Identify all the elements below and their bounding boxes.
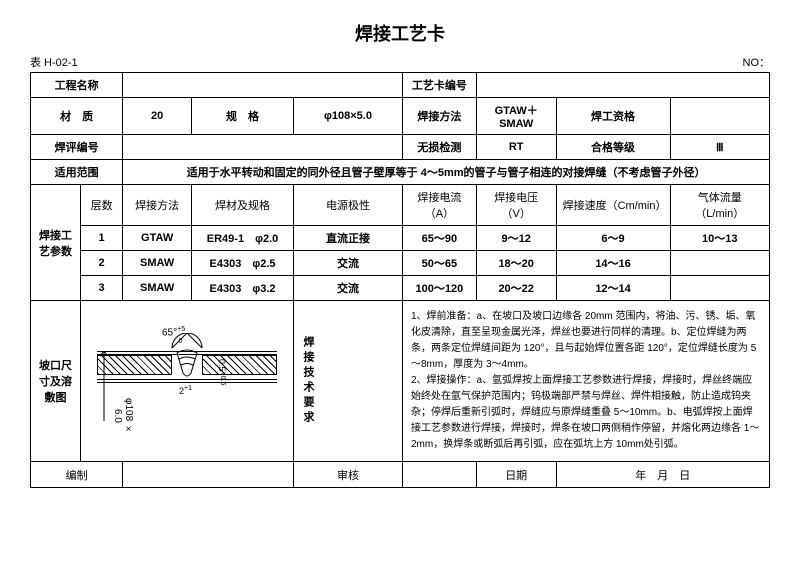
groove-diagram: 65°+50 φ108 × 6.0 2+1 0.5+0.5 xyxy=(81,301,294,462)
lbl-date: 日期 xyxy=(476,462,556,488)
table-row: 14～16 xyxy=(556,251,670,276)
table-row: 9～12 xyxy=(476,226,556,251)
lbl-params: 焊接工艺参数 xyxy=(31,185,81,301)
table-row: 10～13 xyxy=(670,226,770,251)
table-row: 2 xyxy=(81,251,123,276)
table-row: 20～22 xyxy=(476,276,556,301)
val-date: 年 月 日 xyxy=(556,462,769,488)
table-row xyxy=(670,251,770,276)
table-row: ER49-1 φ2.0 xyxy=(192,226,294,251)
h-cur: 焊接电流（A） xyxy=(403,185,477,226)
lbl-method: 焊接方法 xyxy=(403,98,477,135)
table-row: 65～90 xyxy=(403,226,477,251)
lbl-evalno: 焊评编号 xyxy=(31,135,123,160)
table-row xyxy=(670,276,770,301)
h-mat: 焊材及规格 xyxy=(192,185,294,226)
table-row: SMAW xyxy=(123,276,192,301)
lbl-qual: 焊工资格 xyxy=(556,98,670,135)
val-cardno xyxy=(476,73,769,98)
val-author xyxy=(123,462,294,488)
main-table: 工程名称 工艺卡编号 材 质 20 规 格 φ108×5.0 焊接方法 GTAW… xyxy=(30,72,770,488)
val-scope: 适用于水平转动和固定的同外径且管子壁厚等于 4～5mm的管子与管子相连的对接焊缝… xyxy=(123,160,770,185)
table-row: SMAW xyxy=(123,251,192,276)
lbl-ndt: 无损检测 xyxy=(403,135,477,160)
lbl-author: 编制 xyxy=(31,462,123,488)
table-row: 18～20 xyxy=(476,251,556,276)
doc-title: 焊接工艺卡 xyxy=(30,20,770,46)
h-layer: 层数 xyxy=(81,185,123,226)
h-vol: 焊接电压（V） xyxy=(476,185,556,226)
lbl-scope: 适用范围 xyxy=(31,160,123,185)
table-row: E4303 φ3.2 xyxy=(192,276,294,301)
val-review xyxy=(403,462,477,488)
table-code: 表 H-02-1 xyxy=(30,54,78,70)
table-row: 12～14 xyxy=(556,276,670,301)
table-row: 交流 xyxy=(294,276,403,301)
val-evalno xyxy=(123,135,403,160)
table-row: 交流 xyxy=(294,251,403,276)
doc-number: NO： xyxy=(743,54,771,70)
lbl-review: 审核 xyxy=(294,462,403,488)
val-project xyxy=(123,73,403,98)
h-method: 焊接方法 xyxy=(123,185,192,226)
lbl-spec: 规 格 xyxy=(192,98,294,135)
table-row: 50～65 xyxy=(403,251,477,276)
lbl-groove: 坡口尺寸及溶敷图 xyxy=(31,301,81,462)
table-row: 100～120 xyxy=(403,276,477,301)
h-pol: 电源极性 xyxy=(294,185,403,226)
table-row: 直流正接 xyxy=(294,226,403,251)
lbl-req: 焊接技术要求 xyxy=(300,336,316,426)
lbl-project: 工程名称 xyxy=(31,73,123,98)
h-spd: 焊接速度（Cm/min） xyxy=(556,185,670,226)
table-row: 1 xyxy=(81,226,123,251)
val-qual xyxy=(670,98,770,135)
h-gas: 气体流量（L/min） xyxy=(670,185,770,226)
val-method: GTAW＋SMAW xyxy=(476,98,556,135)
lbl-grade: 合格等级 xyxy=(556,135,670,160)
lbl-material: 材 质 xyxy=(31,98,123,135)
table-row: GTAW xyxy=(123,226,192,251)
val-spec: φ108×5.0 xyxy=(294,98,403,135)
table-row: E4303 φ2.5 xyxy=(192,251,294,276)
table-row: 3 xyxy=(81,276,123,301)
req-text: 1、焊前准备：a、在坡口及坡口边缘各 20mm 范围内，将油、污、锈、垢、氧化皮… xyxy=(403,301,770,462)
val-ndt: RT xyxy=(476,135,556,160)
val-material: 20 xyxy=(123,98,192,135)
lbl-cardno: 工艺卡编号 xyxy=(403,73,477,98)
val-grade: Ⅲ xyxy=(670,135,770,160)
table-row: 6～9 xyxy=(556,226,670,251)
